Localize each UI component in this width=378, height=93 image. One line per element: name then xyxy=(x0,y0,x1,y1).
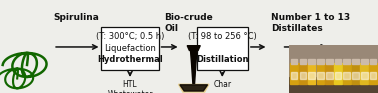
Bar xyxy=(343,72,350,79)
Bar xyxy=(334,62,342,84)
Text: (T: 98 to 256 °C): (T: 98 to 256 °C) xyxy=(188,32,257,41)
Bar xyxy=(290,62,298,84)
Text: HTL
Wastewater: HTL Wastewater xyxy=(107,80,153,93)
Bar xyxy=(289,76,378,93)
Bar xyxy=(308,72,315,79)
Text: Char: Char xyxy=(213,80,231,89)
Bar xyxy=(361,72,367,79)
Polygon shape xyxy=(178,84,209,92)
Bar xyxy=(317,59,324,64)
Bar xyxy=(352,59,359,64)
Bar xyxy=(352,72,359,79)
Bar xyxy=(299,62,307,84)
Text: Hydrothermal: Hydrothermal xyxy=(97,55,163,64)
Text: Bio-crude
Oil: Bio-crude Oil xyxy=(164,13,213,33)
Bar xyxy=(352,62,359,84)
FancyBboxPatch shape xyxy=(197,27,248,70)
Bar xyxy=(326,72,333,79)
Polygon shape xyxy=(190,47,197,83)
Polygon shape xyxy=(180,85,208,91)
Bar xyxy=(300,59,306,64)
Bar xyxy=(361,62,368,84)
Bar xyxy=(325,62,333,84)
Bar xyxy=(326,59,333,64)
Bar xyxy=(300,72,306,79)
Bar xyxy=(335,59,341,64)
Text: Liquefaction: Liquefaction xyxy=(104,44,156,53)
Bar xyxy=(343,59,350,64)
Bar xyxy=(291,72,297,79)
Bar xyxy=(369,62,377,84)
Bar xyxy=(335,72,341,79)
Bar xyxy=(308,62,316,84)
Bar xyxy=(370,59,376,64)
Bar xyxy=(343,62,350,84)
Bar xyxy=(289,45,378,76)
Bar xyxy=(361,59,367,64)
Bar xyxy=(308,59,315,64)
Bar xyxy=(317,62,324,84)
Text: Spirulina: Spirulina xyxy=(54,13,99,22)
Text: (T: 300°C; 0.5 h): (T: 300°C; 0.5 h) xyxy=(96,32,164,41)
Polygon shape xyxy=(187,46,200,50)
FancyBboxPatch shape xyxy=(101,27,159,70)
Text: Distillation: Distillation xyxy=(196,55,249,64)
Bar xyxy=(370,72,376,79)
Text: Number 1 to 13
Distillates: Number 1 to 13 Distillates xyxy=(271,13,350,33)
Bar xyxy=(291,59,297,64)
Bar xyxy=(317,72,324,79)
